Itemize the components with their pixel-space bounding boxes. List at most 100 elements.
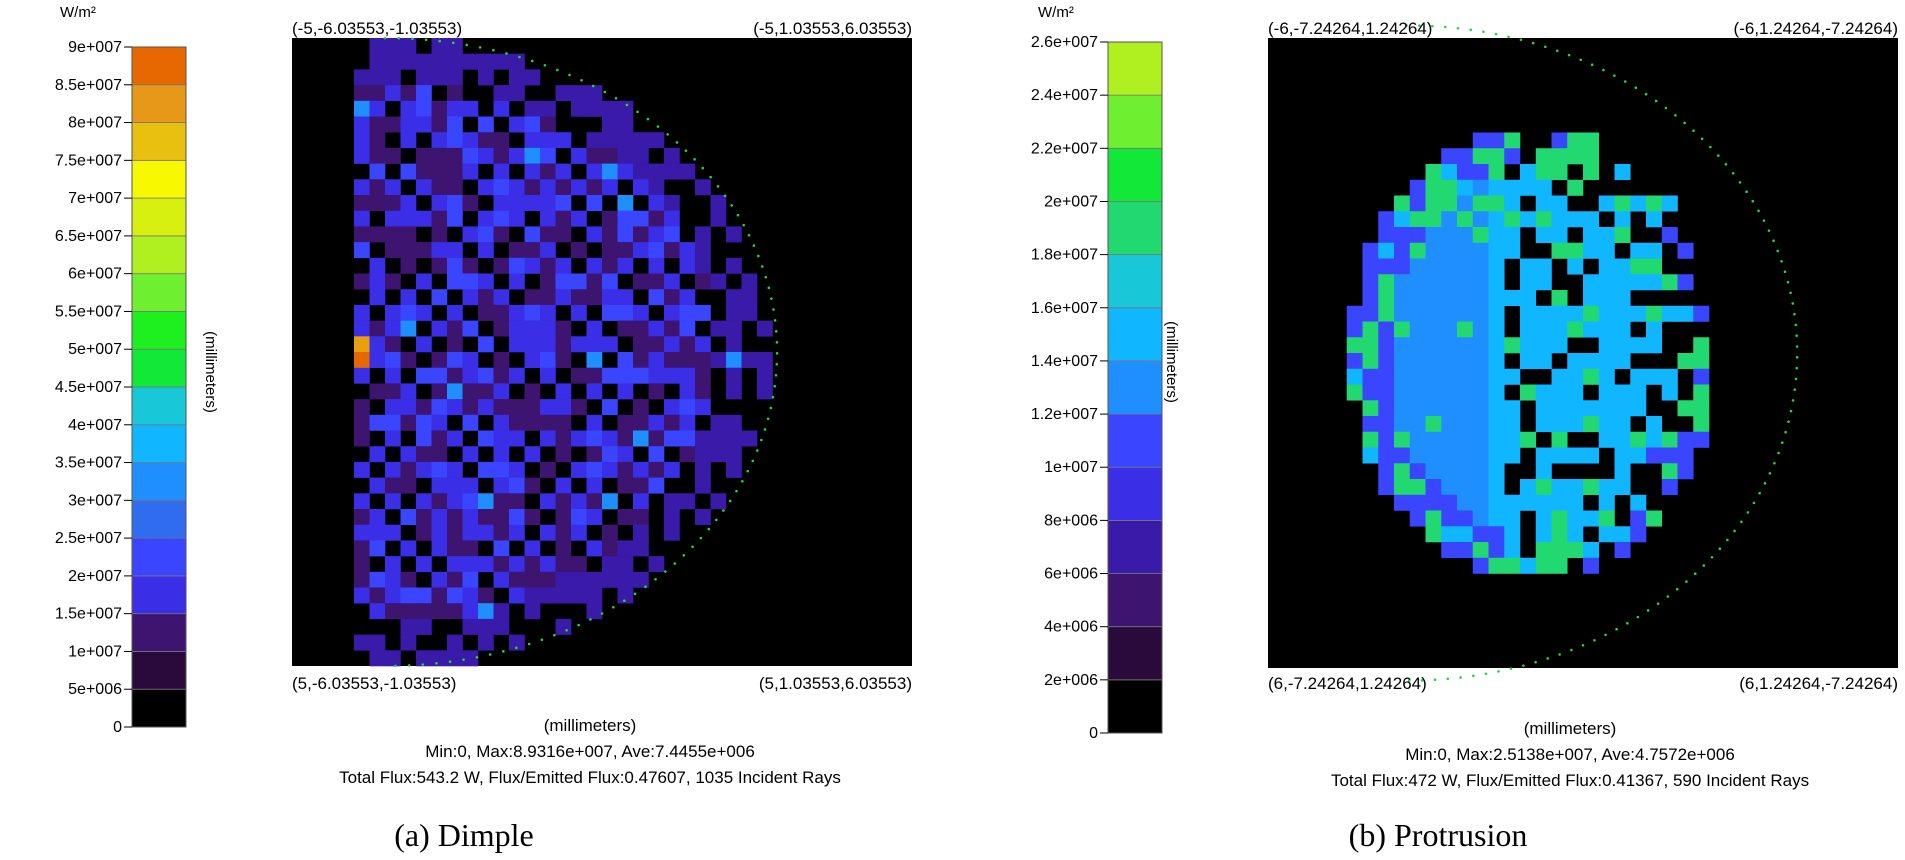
heatmap-cell (431, 69, 448, 86)
heatmap-cell (1378, 479, 1395, 496)
boundary-dot (1793, 388, 1797, 391)
heatmap-cell (478, 210, 494, 227)
heatmap-cell (1362, 337, 1379, 354)
heatmap-cell (400, 304, 417, 321)
heatmap-cell (555, 257, 572, 274)
heatmap-cell (1472, 526, 1489, 543)
heatmap-cells-dimple (354, 38, 773, 667)
heatmap-cell (1425, 494, 1442, 511)
heatmap-cell (726, 352, 742, 368)
heatmap-cell (648, 336, 665, 353)
heatmap-cell (447, 477, 463, 494)
heatmap-cell (571, 556, 587, 573)
heatmap-cell (1614, 542, 1631, 559)
heatmap-cell (555, 524, 572, 541)
heatmap-cell (354, 399, 370, 416)
heatmap-cell (571, 304, 587, 321)
heatmap-cell (1583, 416, 1600, 433)
heatmap-cell (648, 257, 665, 274)
heatmap-cell (447, 179, 463, 196)
heatmap-cell (431, 53, 448, 70)
heatmap-cell (1425, 211, 1442, 228)
heatmap-cell (617, 289, 634, 306)
heatmap-cell (1598, 368, 1615, 385)
heatmap-cell (1362, 258, 1379, 275)
heatmap-cell (462, 509, 479, 525)
heatmap-cell (1409, 353, 1426, 370)
heatmap-cell (1567, 211, 1584, 228)
heatmap-cell (1441, 542, 1458, 559)
heatmap-cell (1378, 353, 1395, 370)
heatmap-cell (540, 556, 556, 573)
heatmap-cell (648, 242, 665, 259)
heatmap-cell (400, 53, 417, 70)
heatmap-cell (648, 273, 665, 290)
heatmap-cell (1457, 274, 1474, 291)
heatmap-cell (354, 493, 370, 510)
heatmap-cell (540, 242, 556, 259)
heatmap-cell (354, 571, 370, 588)
heatmap-cell (1535, 274, 1552, 291)
heatmap-cell (462, 556, 479, 573)
boundary-dot (1656, 602, 1660, 605)
heatmap-cell (602, 540, 618, 557)
colorbar-tick-label: 2e+007 (1044, 193, 1098, 210)
heatmap-cell (1425, 416, 1442, 433)
heatmap-cell (400, 85, 417, 102)
boundary-dot (1685, 580, 1688, 583)
heatmap-cell (1551, 384, 1568, 401)
heatmap-cell (617, 352, 634, 368)
heatmap-cell (1598, 384, 1615, 401)
heatmap-cell (571, 430, 587, 447)
heatmap-cell (354, 116, 370, 133)
stats-line: Min:0, Max:2.5138e+007, Ave:4.7572e+006 (1405, 745, 1735, 764)
heatmap-cell (617, 304, 634, 321)
heatmap-cell (648, 179, 665, 196)
colorbar-tick-label: 5e+006 (68, 681, 122, 698)
heatmap-cell (1693, 337, 1710, 354)
boundary-dot (1534, 660, 1537, 664)
heatmap-cell (1693, 353, 1710, 370)
colorbar-axis-label: (millimeters) (202, 331, 219, 413)
boundary-dot (502, 650, 505, 653)
heatmap-cell (1409, 463, 1426, 480)
heatmap-cell (1520, 353, 1537, 370)
boundary-dot (767, 286, 771, 290)
heatmap-cell (1457, 148, 1474, 165)
heatmap-cell (478, 524, 494, 541)
heatmap-cell (385, 179, 401, 196)
boundary-dot (465, 43, 469, 47)
heatmap-cell (385, 38, 401, 54)
heatmap-cell (664, 461, 680, 478)
heatmap-cell (1472, 290, 1489, 307)
heatmap-cell (400, 100, 417, 117)
heatmap-cell (1394, 258, 1411, 275)
heatmap-cell (431, 242, 448, 259)
boundary-dot (1776, 249, 1780, 253)
heatmap-cell (431, 493, 448, 510)
boundary-dot (580, 78, 583, 82)
heatmap-cell (447, 383, 463, 400)
heatmap-cell (524, 116, 541, 133)
heatmap-cell (1693, 384, 1710, 401)
heatmap-cell (1488, 305, 1505, 322)
boundary-dot (1469, 28, 1473, 32)
colorbar-tick-label: 7e+007 (68, 190, 122, 207)
heatmap-cell (1488, 416, 1505, 433)
heatmap-cell (555, 571, 572, 588)
boundary-dot (755, 449, 759, 452)
heatmap-cell (1425, 463, 1442, 480)
heatmap-cell (1677, 400, 1694, 417)
heatmap-cell (633, 477, 649, 494)
heatmap-cell (586, 163, 603, 180)
heatmap-cell (493, 399, 510, 416)
heatmap-cell (1567, 400, 1584, 417)
heatmap-cell (1457, 353, 1474, 370)
heatmap-cell (354, 414, 370, 431)
heatmap-cell (416, 69, 432, 86)
colorbar-segment (1107, 360, 1163, 415)
boundary-dot (1507, 35, 1510, 39)
heatmap-cell (400, 587, 417, 604)
heatmap-cell (1551, 510, 1568, 527)
heatmap-cell (1409, 431, 1426, 448)
